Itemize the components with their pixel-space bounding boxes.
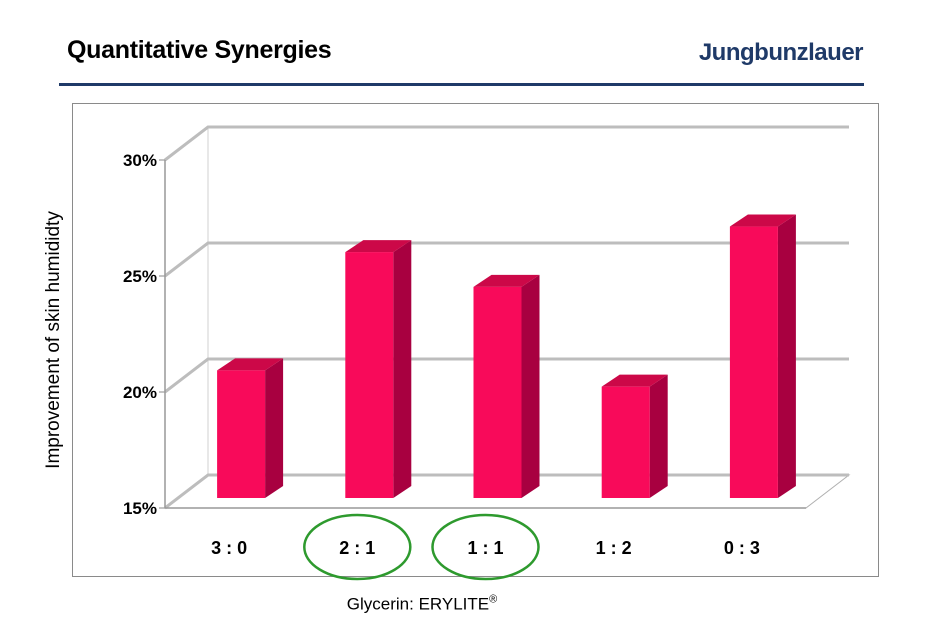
chart-side-wall bbox=[164, 125, 209, 510]
highlight-circle bbox=[431, 513, 540, 581]
bar-top bbox=[473, 274, 540, 287]
y-tick-label: 25% bbox=[123, 267, 157, 286]
y-axis-label: Improvement of skin humididty bbox=[43, 211, 64, 469]
x-tick-label: 0 : 3 bbox=[724, 538, 760, 558]
bar bbox=[473, 286, 522, 498]
y-tick-label: 30% bbox=[123, 151, 157, 170]
chart-frame bbox=[72, 103, 879, 577]
x-tick-label: 3 : 0 bbox=[211, 538, 247, 558]
bar-top bbox=[729, 214, 796, 227]
bar bbox=[601, 386, 650, 498]
bar bbox=[345, 252, 394, 498]
bar-side bbox=[777, 214, 796, 498]
bar-side bbox=[393, 240, 412, 498]
x-axis-label: Glycerin: ERYLITE® bbox=[347, 594, 497, 615]
gridline bbox=[164, 357, 849, 394]
bar-side bbox=[649, 374, 668, 498]
brand-logo: Jungbunzlauer bbox=[698, 39, 864, 66]
y-tick-label: 15% bbox=[123, 499, 157, 518]
bar bbox=[729, 226, 778, 498]
bar-top bbox=[217, 358, 284, 371]
bar-side bbox=[521, 274, 540, 498]
page-title: Quantitative Synergies bbox=[67, 36, 332, 64]
x-tick-label: 1 : 2 bbox=[596, 538, 632, 558]
gridline bbox=[164, 125, 849, 162]
bar-top bbox=[601, 374, 668, 387]
highlight-circle bbox=[303, 513, 412, 581]
bar-side bbox=[265, 358, 284, 498]
bar-top bbox=[345, 240, 412, 253]
x-tick-label: 1 : 1 bbox=[467, 538, 503, 558]
bar bbox=[217, 370, 266, 498]
registered-mark: ® bbox=[489, 593, 498, 606]
x-axis-label-text: Glycerin: ERYLITE bbox=[346, 594, 490, 614]
gridline bbox=[164, 241, 849, 278]
header-rule bbox=[59, 83, 864, 86]
y-tick-label: 20% bbox=[123, 383, 157, 402]
x-tick-label: 2 : 1 bbox=[339, 538, 375, 558]
